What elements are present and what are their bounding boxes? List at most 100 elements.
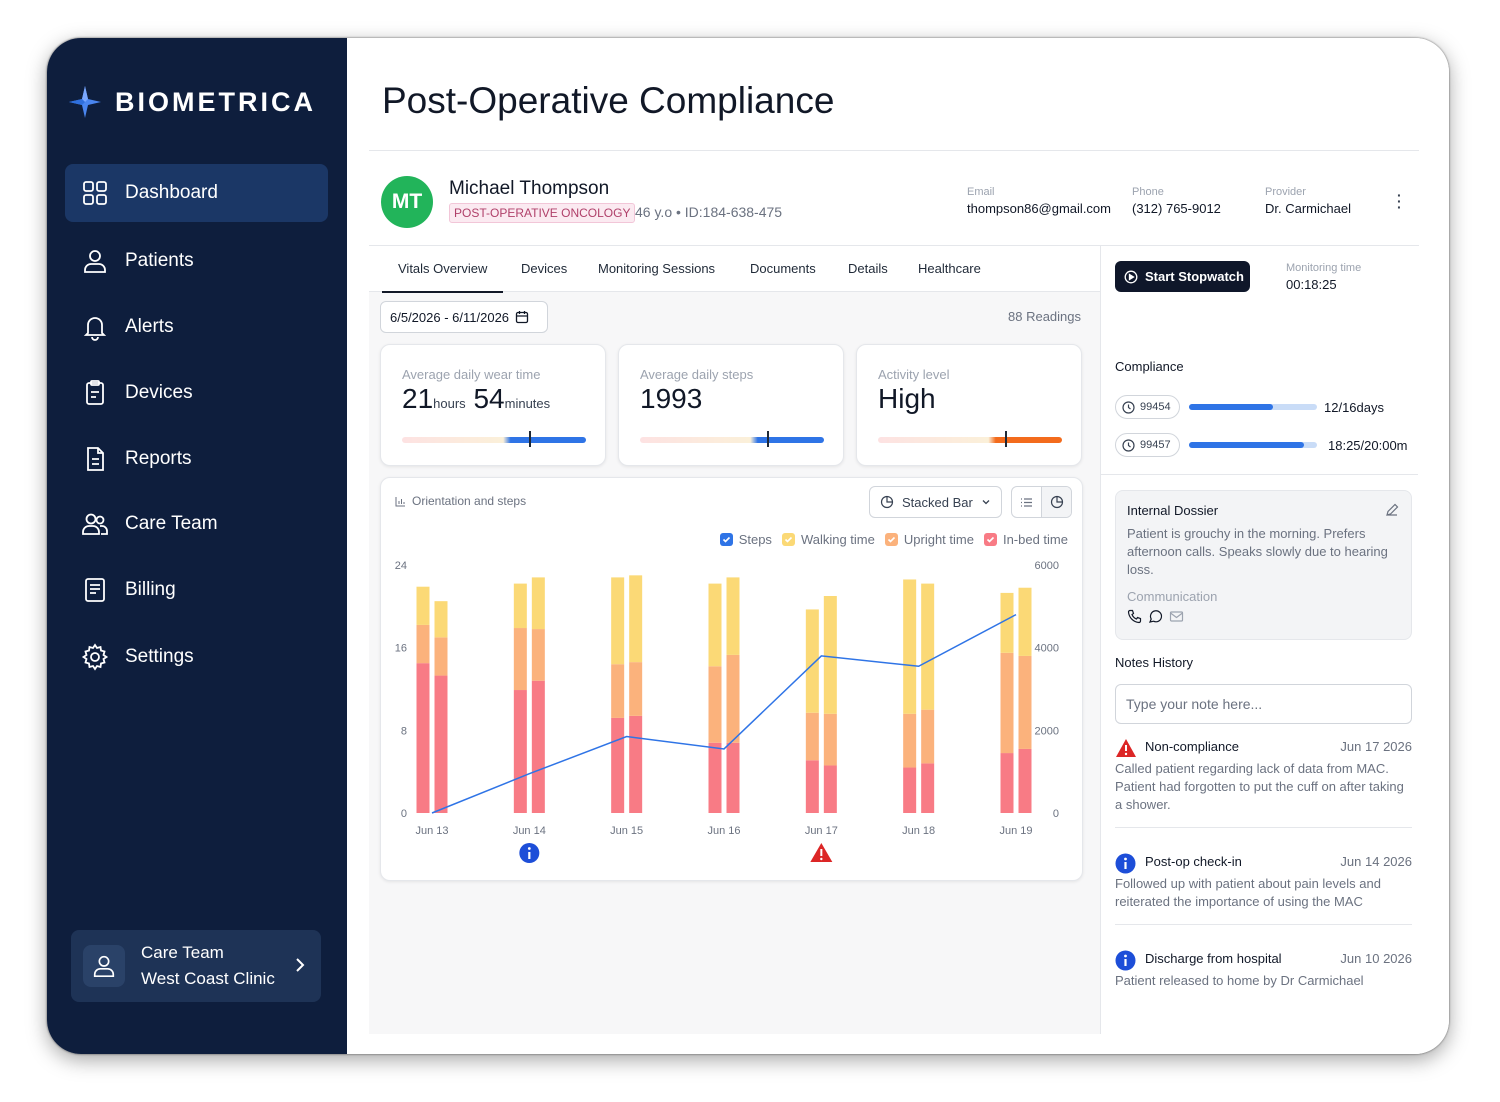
list-view-button[interactable] (1012, 487, 1041, 517)
patient-name: Michael Thompson (449, 178, 610, 199)
bar-segment (708, 666, 722, 743)
date-range-picker[interactable]: 6/5/2026 - 6/11/2026 (380, 301, 548, 333)
checkbox-icon (781, 533, 795, 546)
legend-steps[interactable]: Steps (719, 532, 772, 547)
grid-icon (83, 181, 107, 205)
edit-icon[interactable] (1385, 503, 1399, 517)
readings-count: 88 Readings (1008, 309, 1081, 324)
phone-icon (1127, 609, 1142, 624)
bar-segment (1000, 753, 1014, 813)
legend-in-bed-time[interactable]: In-bed time (983, 532, 1068, 547)
bar-segment (726, 577, 740, 655)
more-options-icon[interactable]: · · · (1397, 187, 1402, 215)
checkbox-icon (983, 533, 997, 546)
x-axis-tick-label: Jun 18 (902, 825, 935, 837)
chart-type-select[interactable]: Stacked Bar (869, 486, 1002, 518)
tab-monitoring-sessions[interactable]: Monitoring Sessions (598, 261, 716, 276)
y-axis-left-tick-label: 16 (395, 643, 407, 655)
communication-icons (1127, 609, 1184, 624)
user-icon (93, 955, 115, 978)
x-axis-tick-label: Jun 15 (610, 825, 643, 837)
sidebar-item-dashboard[interactable]: Dashboard (65, 164, 328, 222)
warning-icon-dot (820, 857, 823, 861)
info-icon (1115, 853, 1136, 874)
sidebar-item-care-team[interactable]: Care Team (65, 495, 328, 553)
bar-segment (434, 675, 448, 813)
legend-upright-time[interactable]: Upright time (884, 532, 974, 547)
compliance-value: 12/16days (1324, 400, 1384, 415)
receipt-icon (85, 578, 105, 602)
x-axis-tick-label: Jun 17 (805, 825, 838, 837)
chevron-down-icon (982, 500, 990, 505)
bar-segment (708, 583, 722, 667)
brand-name: BIOMETRICA (115, 86, 316, 117)
x-axis-tick-label: Jun 14 (513, 825, 546, 837)
bar-segment (1018, 655, 1032, 749)
provider-label: Provider (1265, 186, 1306, 198)
email-value[interactable]: thompson86@gmail.com (967, 201, 1111, 216)
sidebar-item-label: Patients (125, 250, 194, 271)
bar-segment (823, 765, 837, 813)
stat-card-activity: Activity level High (856, 344, 1082, 466)
checkbox-icon (884, 533, 898, 546)
bar-segment (611, 577, 625, 665)
provider-value: Dr. Carmichael (1265, 201, 1351, 216)
y-axis-right-tick-label: 4000 (1035, 643, 1059, 655)
care-team-switcher[interactable]: Care Team West Coast Clinic (71, 930, 321, 1002)
start-stopwatch-button[interactable]: Start Stopwatch (1115, 261, 1250, 292)
stat-label: Average daily wear time (402, 367, 541, 382)
right-panel: Start Stopwatch Monitoring time 00:18:25… (1101, 246, 1449, 1054)
tab-healthcare[interactable]: Healthcare (918, 261, 981, 276)
sidebar-item-alerts[interactable]: Alerts (65, 298, 328, 356)
sidebar-item-patients[interactable]: Patients (65, 232, 328, 290)
y-axis-left-tick-label: 0 (401, 808, 407, 820)
pie-chart-icon (1050, 495, 1063, 509)
x-axis-tick-label: Jun 16 (707, 825, 740, 837)
compliance-code-badge: 99457 (1115, 433, 1180, 457)
users-icon (82, 513, 108, 535)
brand-logo[interactable]: BIOMETRICA (67, 84, 316, 120)
compliance-code-badge: 99454 (1115, 395, 1180, 419)
bar-segment (805, 609, 819, 713)
sidebar-item-settings[interactable]: Settings (65, 628, 328, 686)
note-title: Non-compliance (1145, 739, 1239, 754)
note-date: Jun 14 2026 (1340, 854, 1412, 869)
legend-label: In-bed time (1002, 532, 1068, 547)
steps-line (431, 613, 1017, 814)
note-input[interactable] (1115, 684, 1412, 724)
range-bar (640, 437, 824, 443)
sidebar-item-reports[interactable]: Reports (65, 430, 328, 488)
chart-title: Orientation and steps (395, 494, 526, 508)
care-team-clinic: West Coast Clinic (141, 969, 275, 988)
bar-segment (823, 713, 837, 766)
range-marker (1005, 431, 1007, 447)
tab-details[interactable]: Details (848, 261, 888, 276)
app-window: BIOMETRICA Dashboard Patients Alerts Dev… (47, 38, 1449, 1054)
bar-segment (416, 663, 430, 813)
sidebar-item-devices[interactable]: Devices (65, 364, 328, 422)
patient-email: Email thompson86@gmail.com (967, 186, 1111, 216)
bar-segment (903, 579, 917, 714)
stat-card-steps: Average daily steps 1993 (618, 344, 844, 466)
bar-segment (513, 628, 527, 691)
note-title: Post-op check-in (1145, 854, 1242, 869)
bar-segment (921, 763, 935, 813)
range-bar (878, 437, 1062, 443)
stat-value: 21hours 54minutes (402, 383, 550, 415)
bar-segment (531, 577, 545, 630)
tab-vitals-overview[interactable]: Vitals Overview (381, 261, 504, 293)
range-bar (402, 437, 586, 443)
sidebar-item-billing[interactable]: Billing (65, 561, 328, 619)
tab-documents[interactable]: Documents (750, 261, 816, 276)
info-icon-dot (527, 847, 531, 850)
phone-value[interactable]: (312) 765-9012 (1132, 201, 1221, 216)
sidebar-item-label: Care Team (125, 513, 218, 534)
divider (1100, 246, 1101, 1034)
patient-avatar: MT (381, 176, 433, 228)
bar-segment (708, 742, 722, 813)
bar-segment (611, 664, 625, 718)
legend-walking-time[interactable]: Walking time (781, 532, 875, 547)
tab-devices[interactable]: Devices (521, 261, 568, 276)
chart-view-button[interactable] (1041, 487, 1071, 517)
bar-segment (805, 760, 819, 813)
